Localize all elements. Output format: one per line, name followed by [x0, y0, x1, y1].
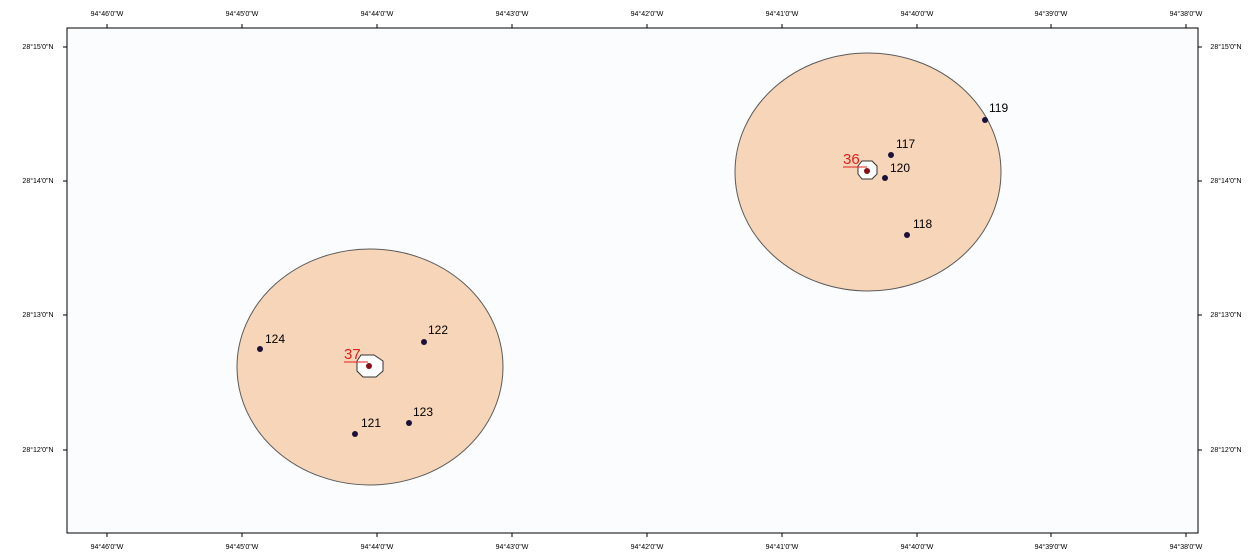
- lon-label-top-1: 94°45'0"W: [226, 10, 259, 18]
- well-118[interactable]: 118: [904, 217, 932, 238]
- platform-label-36: 36: [843, 151, 860, 168]
- lat-label-right-0: 28°15'0"N: [1210, 43, 1241, 51]
- well-117-dot: [888, 152, 894, 158]
- lon-label-bottom-3: 94°43'0"W: [496, 543, 529, 551]
- lon-label-top-5: 94°41'0"W: [766, 10, 799, 18]
- lon-label-bottom-8: 94°38'0"W: [1170, 543, 1203, 551]
- well-122[interactable]: 122: [421, 323, 448, 345]
- well-119-dot: [982, 117, 988, 123]
- well-124-label: 124: [265, 332, 285, 346]
- well-119[interactable]: 119: [982, 101, 1008, 123]
- well-122-dot: [421, 339, 427, 345]
- well-121-label: 121: [361, 416, 381, 430]
- lat-label-right-2: 28°13'0"N: [1210, 311, 1241, 319]
- lat-label-right-3: 28°12'0"N: [1210, 446, 1241, 454]
- platform-37-center: [366, 363, 372, 369]
- lon-label-bottom-7: 94°39'0"W: [1035, 543, 1068, 551]
- lon-label-bottom-4: 94°42'0"W: [631, 543, 664, 551]
- platform-36-center: [864, 168, 870, 174]
- lon-label-bottom-1: 94°45'0"W: [226, 543, 259, 551]
- latitude-ticks-left: 28°15'0"N 28°14'0"N 28°13'0"N 28°12'0"N: [22, 43, 67, 454]
- well-121-dot: [352, 431, 358, 437]
- lon-label-top-3: 94°43'0"W: [496, 10, 529, 18]
- platform-36-marker[interactable]: [857, 160, 878, 180]
- well-118-dot: [904, 232, 910, 238]
- longitude-ticks-bottom: 94°46'0"W 94°45'0"W 94°44'0"W 94°43'0"W 94°4…: [91, 533, 1203, 551]
- lon-label-top-2: 94°44'0"W: [361, 10, 394, 18]
- lon-label-bottom-0: 94°46'0"W: [91, 543, 124, 551]
- well-121[interactable]: 121: [352, 416, 381, 437]
- lat-label-left-2: 28°13'0"N: [22, 311, 53, 319]
- well-124-dot: [257, 346, 263, 352]
- longitude-ticks-top: 94°46'0"W 94°45'0"W 94°44'0"W 94°43'0"W 94°4…: [91, 10, 1203, 28]
- well-120[interactable]: 120: [882, 161, 910, 181]
- lon-label-top-0: 94°46'0"W: [91, 10, 124, 18]
- lon-label-bottom-5: 94°41'0"W: [766, 543, 799, 551]
- lat-label-left-1: 28°14'0"N: [22, 177, 53, 185]
- well-117[interactable]: 117: [888, 137, 915, 158]
- well-123-dot: [406, 420, 412, 426]
- buffer-36: 36 117 120 119 118: [734, 52, 1008, 292]
- well-123-label: 123: [413, 405, 433, 419]
- lat-label-left-0: 28°15'0"N: [22, 43, 53, 51]
- well-120-dot: [882, 175, 888, 181]
- well-122-label: 122: [428, 323, 448, 337]
- well-123[interactable]: 123: [406, 405, 433, 426]
- lon-label-bottom-2: 94°44'0"W: [361, 543, 394, 551]
- lat-label-left-3: 28°12'0"N: [22, 446, 53, 454]
- well-120-label: 120: [890, 161, 910, 175]
- lon-label-top-4: 94°42'0"W: [631, 10, 664, 18]
- lon-label-top-6: 94°40'0"W: [901, 10, 934, 18]
- buffer-37: 37 124 122 121 123: [236, 248, 504, 486]
- platform-37-marker[interactable]: [356, 354, 384, 378]
- well-117-label: 117: [896, 137, 915, 151]
- well-124[interactable]: 124: [257, 332, 285, 352]
- lon-label-top-8: 94°38'0"W: [1170, 10, 1203, 18]
- latitude-ticks-right: 28°15'0"N 28°14'0"N 28°13'0"N 28°12'0"N: [1198, 43, 1242, 454]
- lon-label-top-7: 94°39'0"W: [1035, 10, 1068, 18]
- map-frame: [66, 27, 1199, 534]
- lon-label-bottom-6: 94°40'0"W: [901, 543, 934, 551]
- lat-label-right-1: 28°14'0"N: [1210, 177, 1241, 185]
- well-118-label: 118: [913, 217, 932, 231]
- well-119-label: 119: [989, 101, 1008, 115]
- platform-label-37: 37: [344, 346, 361, 363]
